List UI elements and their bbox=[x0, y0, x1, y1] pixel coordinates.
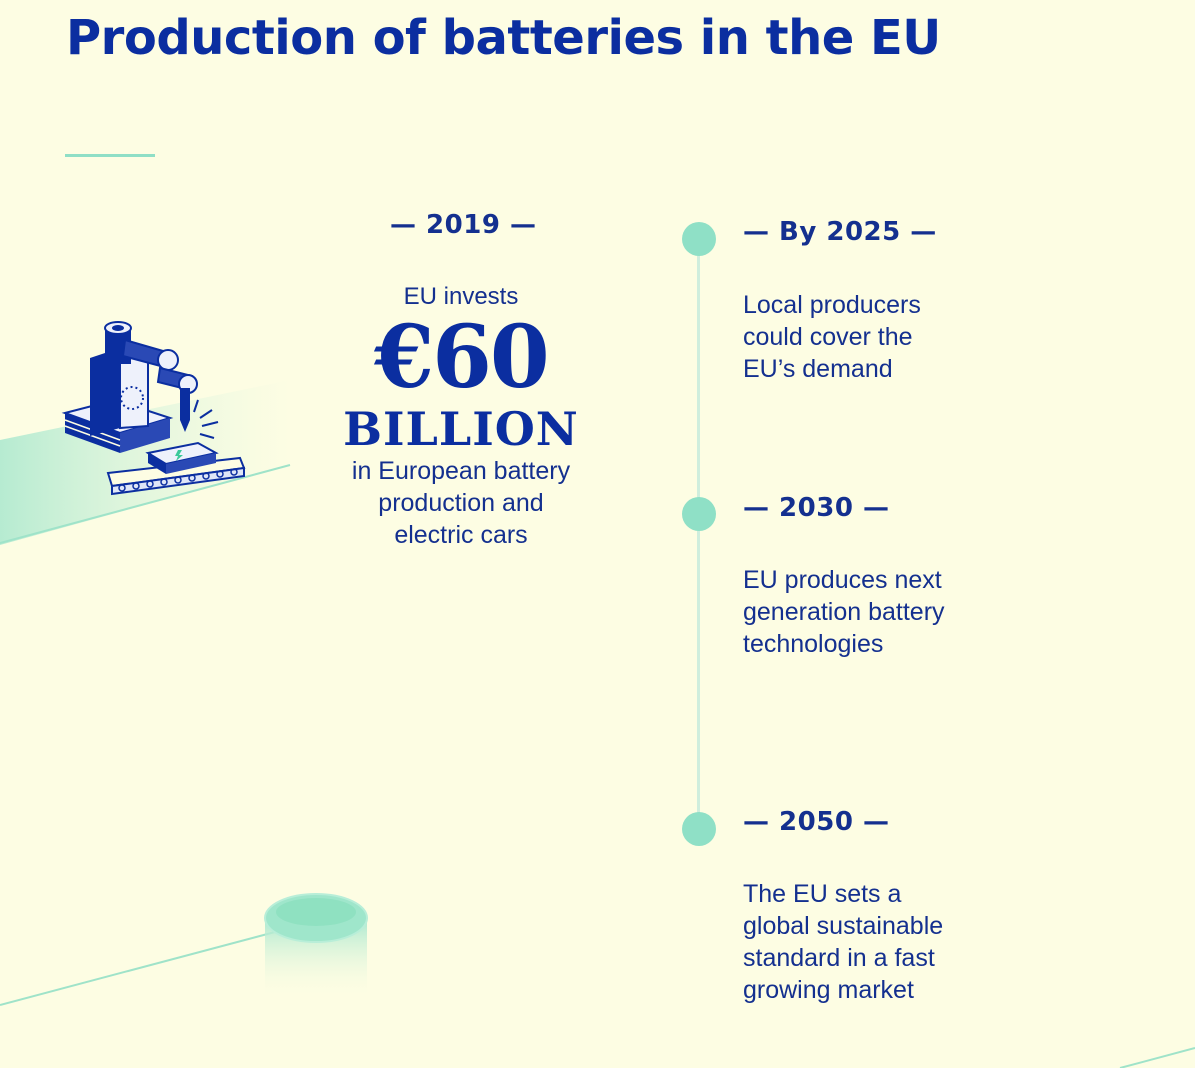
invest-amount: €60 bbox=[374, 307, 550, 408]
battery-cylinder-icon bbox=[264, 893, 368, 998]
invest-lead-text: EU invests bbox=[403, 283, 519, 310]
timeline-dot-2025 bbox=[682, 222, 716, 256]
floor-line bbox=[0, 464, 291, 544]
timeline-year-2025: — By 2025 — bbox=[743, 217, 937, 247]
timeline-text-line: global sustainable bbox=[743, 912, 944, 940]
timeline-year-2050: — 2050 — bbox=[743, 807, 890, 837]
page-title: Production of batteries in the EU bbox=[66, 10, 941, 66]
invest-description-line: production and bbox=[378, 489, 544, 517]
timeline-dot-2030 bbox=[682, 497, 716, 531]
timeline-text-line: could cover the bbox=[743, 323, 913, 351]
timeline-text-line: growing market bbox=[743, 976, 914, 1004]
title-divider bbox=[65, 154, 155, 157]
timeline-text-line: EU produces next bbox=[743, 566, 942, 594]
timeline-text-2030: EU produces next generation battery tech… bbox=[743, 564, 945, 660]
timeline-text-line: Local producers bbox=[743, 291, 921, 319]
timeline-year-2030: — 2030 — bbox=[743, 493, 890, 523]
timeline-text-line: technologies bbox=[743, 630, 884, 658]
invest-unit: BILLION bbox=[343, 402, 579, 456]
invest-description-line: in European battery bbox=[351, 457, 571, 485]
timeline-text-line: generation battery bbox=[743, 598, 945, 626]
robot-arm-battery-factory-icon bbox=[61, 321, 246, 496]
timeline-text-2050: The EU sets a global sustainable standar… bbox=[743, 878, 943, 1006]
timeline-text-line: EU’s demand bbox=[743, 355, 893, 383]
invest-description: in European battery production and elect… bbox=[320, 455, 602, 551]
invest-year-heading: — 2019 — bbox=[390, 210, 537, 240]
invest-description-line: electric cars bbox=[394, 521, 528, 549]
corner-line bbox=[1119, 1047, 1195, 1068]
timeline-text-2025: Local producers could cover the EU’s dem… bbox=[743, 289, 921, 385]
timeline-line bbox=[697, 240, 700, 830]
timeline-text-line: standard in a fast bbox=[743, 944, 935, 972]
timeline-text-line: The EU sets a bbox=[743, 880, 902, 908]
timeline-dot-2050 bbox=[682, 812, 716, 846]
lower-floor-line bbox=[0, 931, 276, 1006]
